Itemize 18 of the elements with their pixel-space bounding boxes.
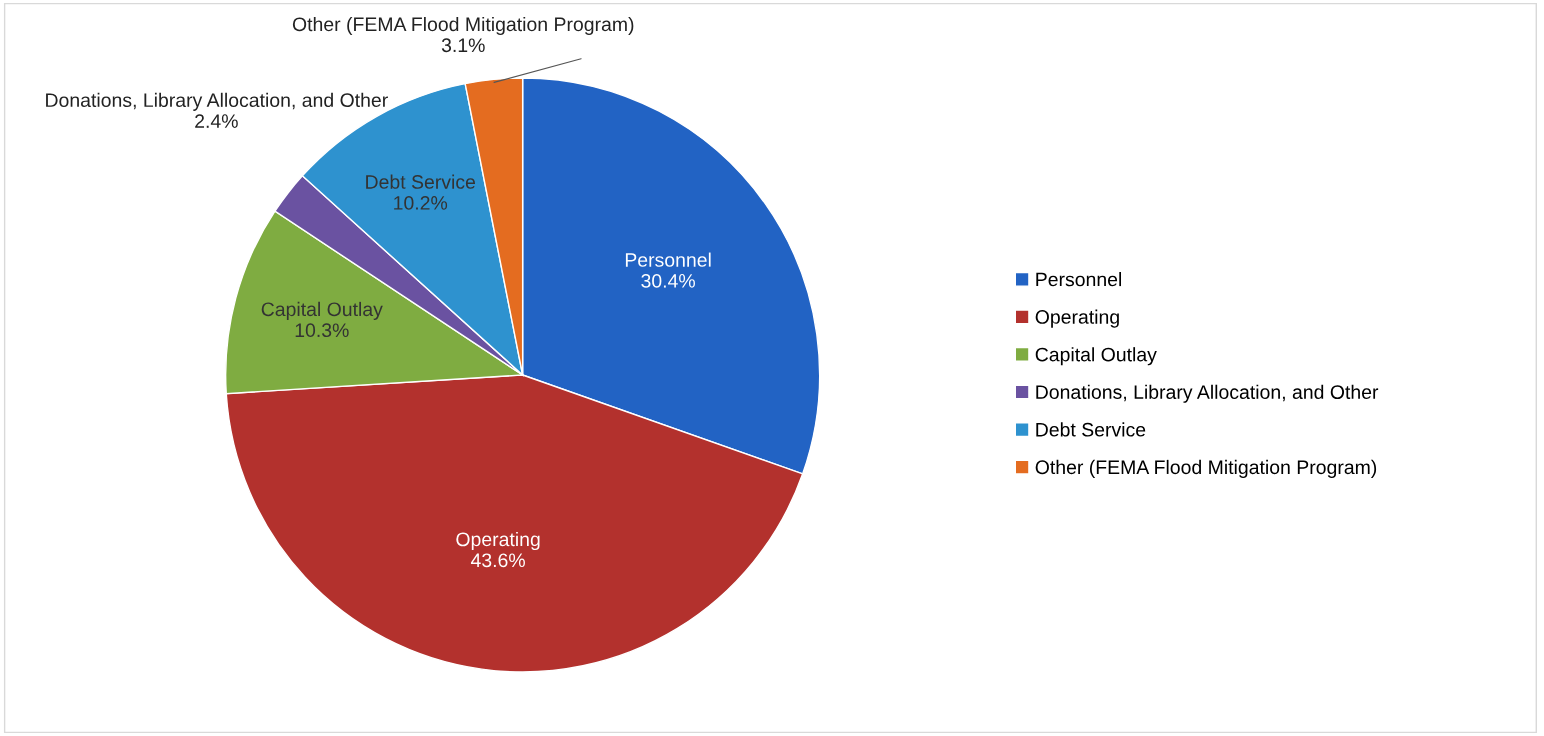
data-label: 10.2% xyxy=(394,196,448,210)
legend-label: Donations, Library Allocation, and Other xyxy=(1036,384,1379,403)
data-label: 3.1% xyxy=(441,38,485,53)
slice-label: Donations, Library Allocation, and Other xyxy=(46,92,388,111)
legend-label: Operating xyxy=(1035,309,1119,328)
legend-label: Personnel xyxy=(1036,272,1122,287)
data-label: 43.6% xyxy=(470,553,525,568)
slice-label: Capital Outlay xyxy=(261,301,383,320)
slice-label: Debt Service xyxy=(366,174,476,189)
data-label: 30.4% xyxy=(641,274,695,288)
legend-label: Debt Service xyxy=(1036,422,1146,437)
slice-label: Other (FEMA Flood Mitigation Program) xyxy=(292,16,634,36)
legend-label: Capital Outlay xyxy=(1035,347,1157,366)
data-label: 10.3% xyxy=(295,323,349,338)
data-label: 2.4% xyxy=(195,114,238,128)
slice-label: Personnel xyxy=(625,252,711,267)
slice-label: Operating xyxy=(456,531,540,551)
legend-label: Other (FEMA Flood Mitigation Program) xyxy=(1035,459,1377,478)
